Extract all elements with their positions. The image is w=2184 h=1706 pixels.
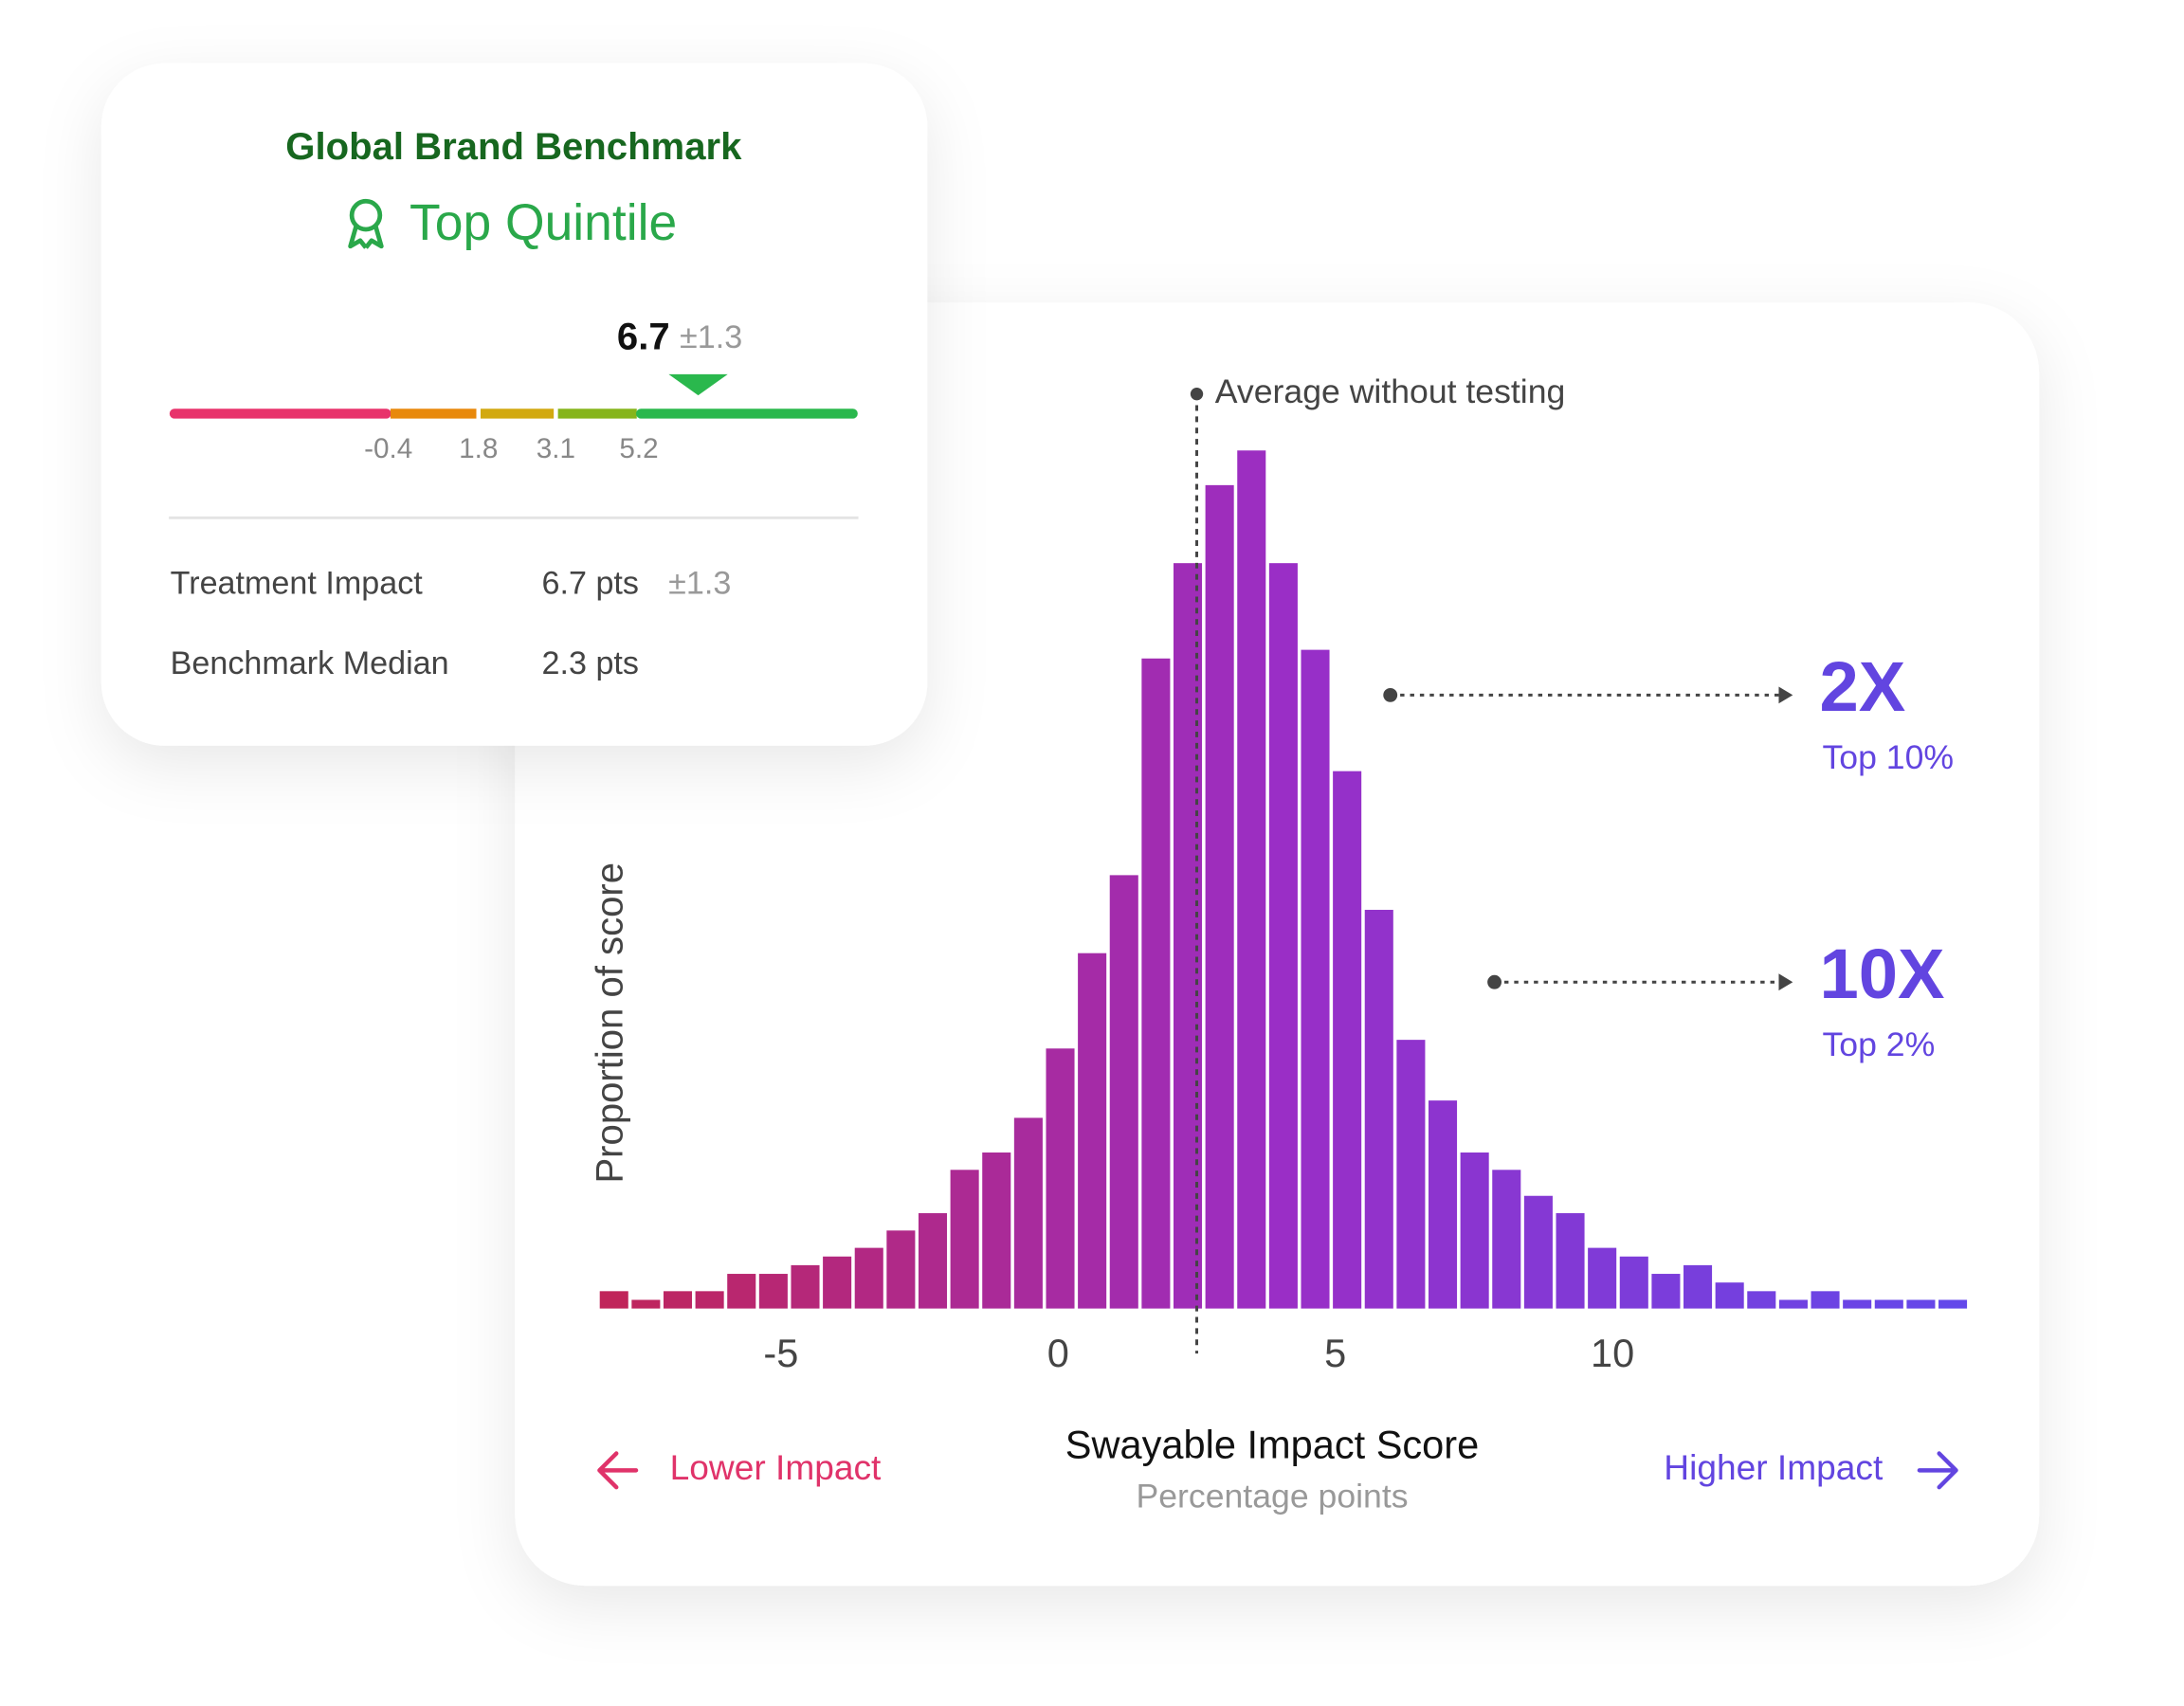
- bar: [631, 1299, 661, 1309]
- reference-dot: [1190, 387, 1204, 401]
- gauge-tick-label: 3.1: [537, 433, 575, 464]
- bar: [1619, 1256, 1648, 1309]
- arrow-head: [1778, 973, 1793, 991]
- bar: [1013, 1117, 1043, 1309]
- benchmark-card: [100, 63, 928, 746]
- bar: [1109, 875, 1138, 1309]
- higher-impact: Higher Impact: [1664, 1447, 1884, 1487]
- annotation-label: 10X: [1820, 935, 1945, 1013]
- row-value: 2.3 pts: [542, 645, 639, 681]
- row-label: Treatment Impact: [171, 566, 424, 602]
- bar: [663, 1291, 693, 1309]
- bar: [1874, 1299, 1903, 1309]
- x-tick-label: 5: [1324, 1331, 1346, 1375]
- bar: [1078, 953, 1107, 1309]
- bar: [1396, 1040, 1426, 1309]
- x-axis-label: Swayable Impact Score: [1065, 1423, 1479, 1467]
- gauge-tick-label: 1.8: [459, 433, 498, 464]
- x-axis-sublabel: Percentage points: [1136, 1477, 1408, 1515]
- bar: [886, 1230, 916, 1309]
- y-axis-label: Proportion of score: [589, 862, 630, 1184]
- arrow-head: [1778, 686, 1793, 704]
- gauge-tick-label: 5.2: [619, 433, 658, 464]
- lower-impact: Lower Impact: [670, 1447, 882, 1487]
- row-value: 6.7 pts: [542, 566, 639, 602]
- gauge-tick-label: -0.4: [364, 433, 412, 464]
- card-title: Global Brand Benchmark: [285, 126, 742, 168]
- card-content: Global Brand Benchmark Top Quintile 6.7 …: [169, 126, 859, 681]
- bar: [1588, 1247, 1617, 1309]
- gauge-marker: [668, 373, 728, 396]
- row-error: ±1.3: [668, 566, 731, 602]
- bar: [1492, 1170, 1521, 1309]
- annotation-sublabel: Top 2%: [1822, 1025, 1935, 1063]
- bar: [1333, 771, 1362, 1309]
- bar: [1046, 1048, 1075, 1309]
- bar: [1364, 909, 1393, 1309]
- score: 6.7: [617, 316, 670, 357]
- bar: [1906, 1299, 1936, 1309]
- bar: [758, 1274, 788, 1309]
- x-tick-label: -5: [763, 1331, 798, 1375]
- bar: [1428, 1100, 1458, 1309]
- bar: [1268, 563, 1298, 1309]
- bar: [982, 1152, 1011, 1309]
- bar: [1715, 1282, 1744, 1309]
- higher-arrow: [1917, 1451, 1958, 1490]
- award-icon: [348, 198, 384, 249]
- bar: [1811, 1291, 1840, 1309]
- bar: [727, 1274, 756, 1309]
- bar: [1843, 1299, 1872, 1309]
- bar: [1684, 1264, 1713, 1309]
- bar: [1301, 649, 1330, 1309]
- bar: [1747, 1291, 1776, 1309]
- row-label: Benchmark Median: [171, 645, 449, 681]
- bar: [823, 1256, 852, 1309]
- plot: -5 0 5 10 Average without testing 2X Top 10% 10…: [589, 372, 1968, 1515]
- bar: [854, 1247, 883, 1309]
- bar: [1205, 484, 1234, 1309]
- bar: [918, 1213, 948, 1309]
- bar: [791, 1264, 820, 1309]
- bar: [1938, 1299, 1968, 1309]
- bar: [1460, 1152, 1489, 1309]
- bar: [599, 1291, 628, 1309]
- badge: Top Quintile: [410, 195, 677, 251]
- bar: [1523, 1195, 1553, 1309]
- reference-label: Average without testing: [1215, 372, 1566, 410]
- bar: [1778, 1299, 1808, 1309]
- annotation-label: 2X: [1820, 647, 1906, 726]
- annotation-sublabel: Top 10%: [1822, 738, 1954, 776]
- x-tick-label: 10: [1591, 1331, 1634, 1375]
- bar: [1237, 450, 1266, 1309]
- bar: [950, 1170, 979, 1309]
- bar: [1651, 1274, 1681, 1309]
- bar: [695, 1291, 724, 1309]
- bar: [1141, 658, 1171, 1309]
- score-error: ±1.3: [680, 319, 742, 355]
- bar: [1556, 1213, 1585, 1309]
- lower-arrow: [597, 1451, 639, 1490]
- x-tick-label: 0: [1047, 1331, 1069, 1375]
